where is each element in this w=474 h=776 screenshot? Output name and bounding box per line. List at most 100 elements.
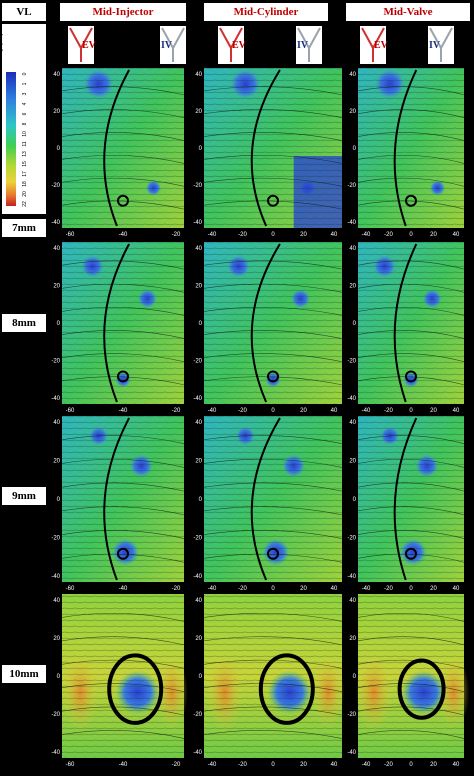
streamlines (204, 594, 342, 758)
y-tick-label: 20 (349, 109, 356, 115)
streamline (203, 86, 343, 96)
panel-r2-c2: 40 20 0 -20 -40 -40 -20 0 20 40 (193, 242, 343, 414)
streamlines (62, 242, 184, 404)
panel-r4-c3: 40 20 0 -20 -40 -40 -20 0 20 40 (347, 594, 470, 768)
row-label-9mm: 9mm (2, 487, 46, 505)
streamline (203, 376, 343, 386)
y-tick-label: 0 (199, 674, 203, 680)
streamline (61, 177, 185, 187)
streamline (203, 435, 343, 445)
y-tick-label: 0 (353, 497, 357, 503)
y-tick-label: -40 (193, 396, 202, 402)
ev-label: EV (374, 40, 389, 51)
x-tick-label: 40 (331, 408, 338, 414)
x-tick-label: -20 (172, 762, 181, 768)
y-tick-label: -40 (347, 574, 356, 580)
streamline (203, 260, 343, 270)
colorbar-tick: 3 (22, 92, 28, 95)
y-tick-label: -20 (51, 712, 60, 718)
x-tick-label: -20 (384, 408, 393, 414)
streamline (203, 109, 343, 119)
colorbar-tick: 15 (22, 161, 28, 167)
x-tick-label: 0 (409, 232, 413, 238)
streamlines (62, 594, 184, 758)
x-tick-label: -40 (362, 232, 371, 238)
panel-r3-c3: 40 20 0 -20 -40 -40 -20 0 20 40 (347, 416, 465, 592)
panel-r4-c1: 40 20 0 -20 -40 -60 -40 -20 (51, 594, 188, 768)
y-tick-label: 0 (57, 146, 61, 152)
separation-line (103, 69, 130, 227)
streamline (357, 353, 465, 363)
iv-label: IV (429, 40, 441, 51)
colorbar-tick: 4 (22, 102, 28, 105)
x-tick-label: -60 (66, 232, 75, 238)
y-tick-label: 40 (349, 598, 356, 604)
streamline (61, 86, 185, 96)
x-tick-label: 40 (331, 232, 338, 238)
separation-line (103, 243, 130, 403)
y-tick-label: -40 (347, 396, 356, 402)
x-tick-label: 20 (430, 232, 437, 238)
streamline (203, 177, 343, 187)
streamline (203, 200, 343, 210)
streamline (61, 706, 185, 716)
y-tick-label: -20 (347, 536, 356, 542)
vortex-core (267, 194, 279, 207)
x-tick-label: 0 (409, 408, 413, 414)
x-tick-label: -20 (384, 762, 393, 768)
y-tick-label: -40 (347, 220, 356, 226)
streamline (203, 132, 343, 141)
streamline (357, 177, 465, 187)
separation-line (393, 69, 418, 227)
x-tick-label: 20 (430, 762, 437, 768)
colorbar-tick: 6 (22, 112, 28, 115)
streamline (357, 132, 465, 141)
colorbar-tick: 13 (22, 151, 28, 157)
y-tick-label: 20 (349, 636, 356, 642)
streamline (61, 283, 185, 293)
y-tick-label: 20 (195, 284, 202, 290)
x-tick-label: -20 (384, 232, 393, 238)
vortex-ring (107, 653, 164, 725)
exhaust-port-icon (69, 27, 93, 62)
intake-port-icon (161, 27, 185, 62)
x-tick-label: 0 (271, 232, 275, 238)
y-tick-label: -40 (51, 396, 60, 402)
streamline (357, 283, 465, 293)
exhaust-valve-icon: EV (68, 26, 97, 64)
exhaust-valve-icon: EV (360, 26, 389, 64)
streamline (61, 154, 185, 164)
y-tick-label: 0 (199, 321, 203, 327)
streamline (357, 730, 465, 739)
streamline (61, 109, 185, 119)
y-tick-label: -20 (51, 536, 60, 542)
streamline (203, 353, 343, 363)
column-title-mid-cylinder: Mid-Cylinder (204, 3, 328, 21)
panel-r3-c2: 40 20 0 -20 -40 -40 -20 0 20 40 (193, 416, 343, 592)
streamlines (204, 68, 342, 228)
ev-label: EV (82, 40, 97, 51)
y-tick-label: 0 (57, 497, 61, 503)
x-tick-label: -40 (208, 762, 217, 768)
x-tick-label: -40 (362, 762, 371, 768)
intake-valve-icon: IV (428, 26, 454, 64)
x-tick-label: 20 (430, 586, 437, 592)
x-tick-label: 20 (300, 586, 307, 592)
x-tick-label: -60 (66, 408, 75, 414)
streamline (203, 458, 343, 468)
streamline (203, 306, 343, 316)
streamline (203, 636, 343, 646)
streamline (61, 200, 185, 210)
streamline (357, 260, 465, 270)
valve-icon-pair: EV IV (68, 26, 186, 64)
column-title-mid-valve: Mid-Valve (346, 3, 470, 21)
vortex-core (405, 370, 417, 383)
x-tick-label: 40 (453, 232, 460, 238)
vortex-core (405, 194, 417, 207)
x-tick-label: -20 (238, 586, 247, 592)
streamline (357, 659, 465, 669)
streamline (61, 553, 185, 563)
x-tick-label: -40 (208, 408, 217, 414)
y-tick-label: 40 (349, 72, 356, 78)
